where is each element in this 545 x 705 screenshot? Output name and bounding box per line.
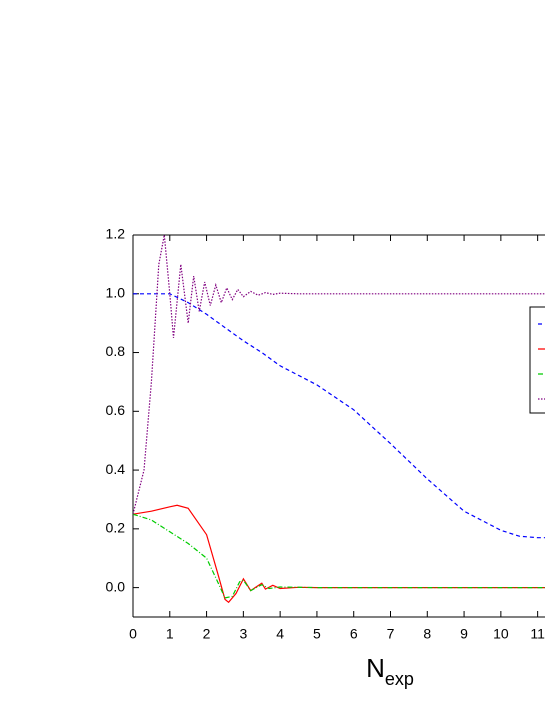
y-tick-label: 0.2 bbox=[106, 520, 126, 536]
y-tick-label: 1.2 bbox=[106, 226, 126, 242]
series-line bbox=[133, 513, 545, 599]
x-tick-label: 1 bbox=[166, 626, 174, 642]
series-line bbox=[133, 504, 545, 604]
y-tick-label: 0.0 bbox=[106, 578, 126, 594]
plot-area bbox=[133, 235, 545, 604]
x-tick-label: 7 bbox=[387, 626, 395, 642]
x-tick-label: 10 bbox=[493, 626, 509, 642]
y-tick-label: 0.4 bbox=[106, 461, 126, 477]
y-tick-label: 1.0 bbox=[106, 284, 126, 300]
x-tick-label: 9 bbox=[460, 626, 468, 642]
series-line bbox=[133, 293, 545, 539]
x-tick-label: 0 bbox=[129, 626, 137, 642]
x-tick-label: 2 bbox=[203, 626, 211, 642]
series-line bbox=[133, 235, 545, 515]
y-tick-label: 0.8 bbox=[106, 343, 126, 359]
x-tick-label: 8 bbox=[423, 626, 431, 642]
y-tick-label: 0.6 bbox=[106, 402, 126, 418]
x-tick-label: 5 bbox=[313, 626, 321, 642]
x-axis-label: Nexp bbox=[366, 653, 414, 689]
x-tick-label: 6 bbox=[350, 626, 358, 642]
x-tick-label: 11 bbox=[530, 626, 545, 642]
legend bbox=[529, 306, 545, 414]
x-tick-label: 3 bbox=[239, 626, 247, 642]
x-tick-label: 4 bbox=[276, 626, 284, 642]
